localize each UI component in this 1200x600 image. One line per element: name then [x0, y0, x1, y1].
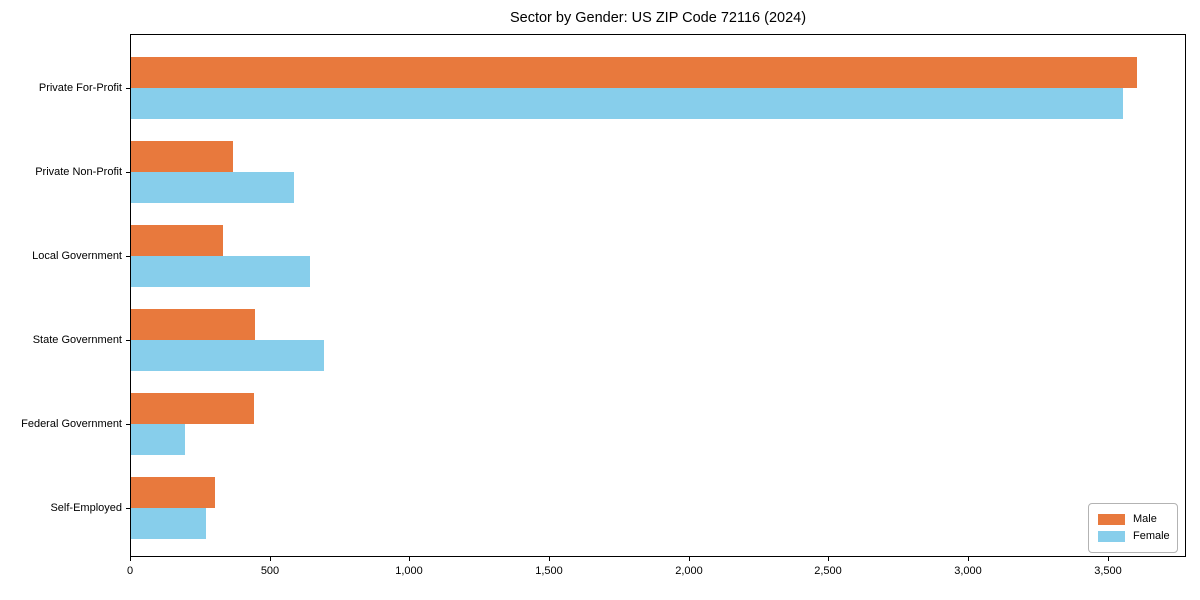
xtick-label: 3,500	[1094, 565, 1122, 577]
ytick-mark	[126, 424, 130, 425]
xtick-mark	[270, 557, 271, 561]
ytick-label: Local Government	[32, 250, 122, 262]
ytick-label: Federal Government	[21, 418, 122, 430]
female-bar	[131, 340, 324, 371]
male-bar	[131, 225, 223, 256]
plot-area	[130, 34, 1186, 557]
ytick-label: State Government	[32, 334, 122, 346]
legend: Male Female	[1088, 503, 1178, 553]
ytick-mark	[126, 508, 130, 509]
ytick-mark	[126, 340, 130, 341]
xtick-label: 0	[126, 565, 134, 577]
male-series-swatch-icon	[1098, 513, 1125, 525]
xtick-mark	[689, 557, 690, 561]
xtick-mark	[130, 557, 131, 561]
female-bar	[131, 508, 206, 539]
ytick-mark	[126, 172, 130, 173]
male-bar	[131, 141, 233, 172]
xtick-mark	[968, 557, 969, 561]
male-bar	[131, 57, 1137, 88]
chart-title: Sector by Gender: US ZIP Code 72116 (202…	[509, 10, 807, 26]
legend-entry-male: Male	[1098, 511, 1168, 527]
ytick-label: Self-Employed	[50, 502, 122, 514]
male-bar	[131, 393, 254, 424]
ytick-label: Private Non-Profit	[35, 166, 122, 178]
ytick-label: Private For-Profit	[38, 82, 122, 94]
xtick-mark	[549, 557, 550, 561]
xtick-label: 1,500	[535, 565, 563, 577]
legend-entry-female: Female	[1098, 528, 1170, 544]
female-bar	[131, 172, 294, 203]
xtick-mark	[828, 557, 829, 561]
legend-label-female: Female	[1133, 530, 1170, 542]
female-bar	[131, 256, 310, 287]
legend-label-male: Male	[1133, 513, 1157, 525]
xtick-label: 3,000	[954, 565, 982, 577]
xtick-label: 500	[260, 565, 280, 577]
xtick-label: 2,500	[814, 565, 842, 577]
xtick-label: 1,000	[395, 565, 423, 577]
male-bar	[131, 309, 255, 340]
female-series-swatch-icon	[1098, 530, 1125, 542]
female-bar	[131, 88, 1123, 119]
male-bar	[131, 477, 215, 508]
xtick-mark	[1108, 557, 1109, 561]
xtick-mark	[409, 557, 410, 561]
ytick-mark	[126, 256, 130, 257]
female-bar	[131, 424, 185, 455]
xtick-label: 2,000	[675, 565, 703, 577]
ytick-mark	[126, 88, 130, 89]
